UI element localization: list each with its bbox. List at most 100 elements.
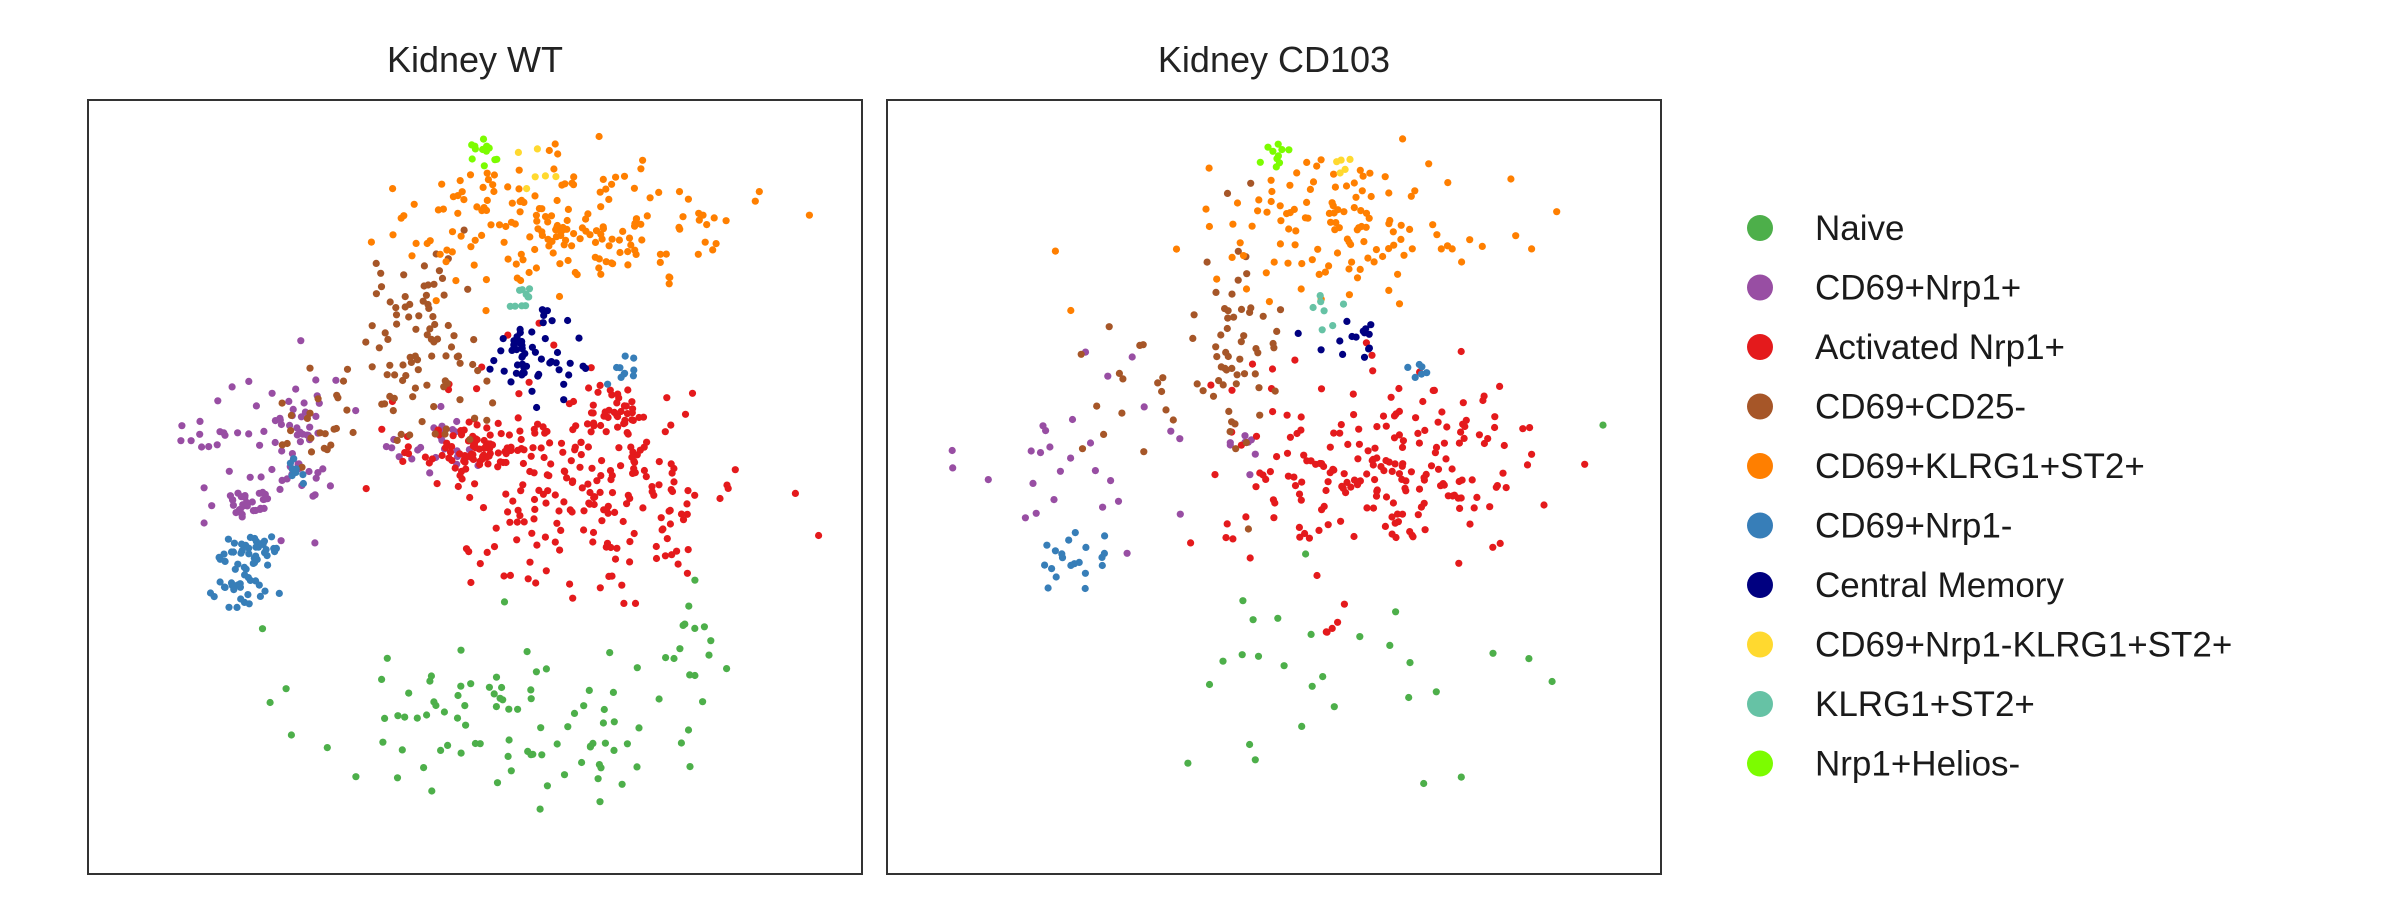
point-naive xyxy=(490,690,498,698)
point-cd69poscd25neg xyxy=(412,325,420,333)
point-cd69posklrg1posst2pos xyxy=(454,209,462,217)
point-activated-nrp1pos xyxy=(1301,529,1309,538)
point-cd69posklrg1posst2pos xyxy=(755,188,763,196)
point-cd69posklrg1posst2pos xyxy=(434,206,442,214)
point-cd69posklrg1posst2pos xyxy=(1553,208,1561,216)
point-cd69poscd25neg xyxy=(440,291,448,299)
point-cd69posklrg1posst2pos xyxy=(1429,221,1437,229)
legend-marker xyxy=(1747,572,1773,598)
point-central-memory xyxy=(528,387,536,395)
point-cd69poscd25neg xyxy=(414,366,422,374)
point-activated-nrp1pos xyxy=(533,541,541,549)
point-cd69poscd25neg xyxy=(1189,334,1197,342)
point-cd69poscd25neg xyxy=(307,434,315,442)
point-naive xyxy=(1406,659,1414,667)
point-cd69posnrp1pos xyxy=(309,492,317,500)
point-activated-nrp1pos xyxy=(473,385,481,393)
point-activated-nrp1pos xyxy=(604,413,612,422)
point-cd69posklrg1posst2pos xyxy=(805,211,814,219)
point-cd69posnrp1neg xyxy=(252,577,260,585)
point-cd69posklrg1posst2pos xyxy=(570,173,578,181)
point-cd69posklrg1posst2pos xyxy=(1372,246,1380,254)
point-activated-nrp1pos xyxy=(1355,440,1363,448)
legend-item-cd69poscd25neg: CD69+CD25- xyxy=(1747,388,2026,427)
point-activated-nrp1pos xyxy=(1382,457,1390,465)
point-cd69posklrg1posst2pos xyxy=(624,248,632,256)
point-cd69posklrg1posst2pos xyxy=(1334,206,1342,214)
point-cd69posklrg1posst2pos xyxy=(508,199,516,207)
point-cd69posklrg1posst2pos xyxy=(602,185,610,193)
point-activated-nrp1pos xyxy=(484,460,492,468)
point-activated-nrp1pos xyxy=(1491,413,1499,421)
point-central-memory xyxy=(499,335,507,343)
point-activated-nrp1pos xyxy=(513,518,521,526)
point-cd69posklrg1posst2pos xyxy=(627,241,635,249)
point-cd69poscd25neg xyxy=(406,300,414,308)
point-activated-nrp1pos xyxy=(494,449,502,457)
point-klrg1posst2pos xyxy=(1317,298,1325,306)
point-cd69posnrp1neg xyxy=(260,537,268,545)
point-cd69poscd25neg xyxy=(372,259,380,267)
point-activated-nrp1pos xyxy=(1500,441,1508,450)
point-cd69poscd25neg xyxy=(372,290,380,298)
point-cd69posnrp1neg xyxy=(237,549,245,557)
legend-marker xyxy=(1747,453,1773,479)
point-klrg1posst2pos xyxy=(1329,322,1337,330)
point-activated-nrp1pos xyxy=(1187,539,1195,547)
point-activated-nrp1pos xyxy=(684,487,692,495)
point-activated-nrp1pos xyxy=(1420,499,1428,507)
point-cd69posnrp1pos xyxy=(1036,449,1045,457)
point-activated-nrp1pos xyxy=(1457,428,1465,436)
point-cd69poscd25neg xyxy=(1078,445,1087,453)
point-cd69posnrp1neg xyxy=(1058,550,1066,558)
point-nrp1posheliosneg xyxy=(1256,158,1264,166)
point-activated-nrp1pos xyxy=(661,552,670,560)
point-naive xyxy=(578,758,586,767)
point-cd69poscd25neg xyxy=(430,403,438,411)
point-activated-nrp1pos xyxy=(479,504,488,512)
point-cd69poscd25neg xyxy=(1154,379,1162,387)
point-cd69poscd25neg xyxy=(1240,370,1249,378)
point-activated-nrp1pos xyxy=(421,453,429,461)
point-cd69posklrg1posst2pos xyxy=(545,242,553,250)
point-cd69posklrg1posst2pos xyxy=(1325,262,1333,270)
point-cd69posklrg1posst2pos xyxy=(452,277,460,285)
point-activated-nrp1pos xyxy=(456,471,464,480)
point-cd69posnrp1neg xyxy=(224,535,232,543)
point-activated-nrp1pos xyxy=(1316,459,1324,468)
point-activated-nrp1pos xyxy=(1303,457,1311,465)
point-activated-nrp1pos xyxy=(648,483,656,491)
point-cd69poscd25neg xyxy=(405,313,413,321)
point-central-memory xyxy=(531,348,540,356)
point-cd69poscd25neg xyxy=(392,311,401,319)
point-cd69posnrp1pos xyxy=(1091,467,1099,475)
point-naive xyxy=(428,787,436,795)
point-naive xyxy=(1239,597,1247,605)
point-cd69posklrg1posst2pos xyxy=(526,233,534,241)
point-central-memory xyxy=(560,380,568,388)
point-cd69posklrg1posst2pos xyxy=(1205,164,1213,172)
point-activated-nrp1pos xyxy=(613,544,621,552)
point-cd69posklrg1posst2pos xyxy=(1359,172,1367,180)
point-cd69posnrp1pos xyxy=(271,438,279,447)
point-cd69posnrp1pos xyxy=(1140,403,1148,411)
point-cd69posklrg1posst2pos xyxy=(710,214,718,222)
point-activated-nrp1pos xyxy=(622,402,630,410)
point-cd69posklrg1posst2pos xyxy=(443,246,451,254)
point-cd69posklrg1posst2pos xyxy=(1239,252,1248,260)
point-activated-nrp1pos xyxy=(542,499,550,507)
point-naive xyxy=(1599,421,1607,429)
point-activated-nrp1pos xyxy=(483,424,491,432)
point-cd69posklrg1posst2pos xyxy=(1353,226,1361,234)
point-cd69posklrg1posst2pos xyxy=(643,212,651,220)
point-activated-nrp1pos xyxy=(670,478,678,486)
point-cd69posklrg1posst2pos xyxy=(1466,236,1474,244)
point-cd69poscd25neg xyxy=(1236,355,1244,363)
point-cd69posklrg1posst2pos xyxy=(1309,178,1318,186)
point-cd69posnrp1pos xyxy=(332,376,340,384)
point-cd69posklrg1posst2pos xyxy=(555,292,564,301)
point-naive xyxy=(1280,662,1288,670)
point-activated-nrp1pos xyxy=(1334,618,1342,626)
point-cd69posklrg1posst2pos xyxy=(410,200,418,208)
point-cd69posnrp1neg xyxy=(616,364,624,372)
